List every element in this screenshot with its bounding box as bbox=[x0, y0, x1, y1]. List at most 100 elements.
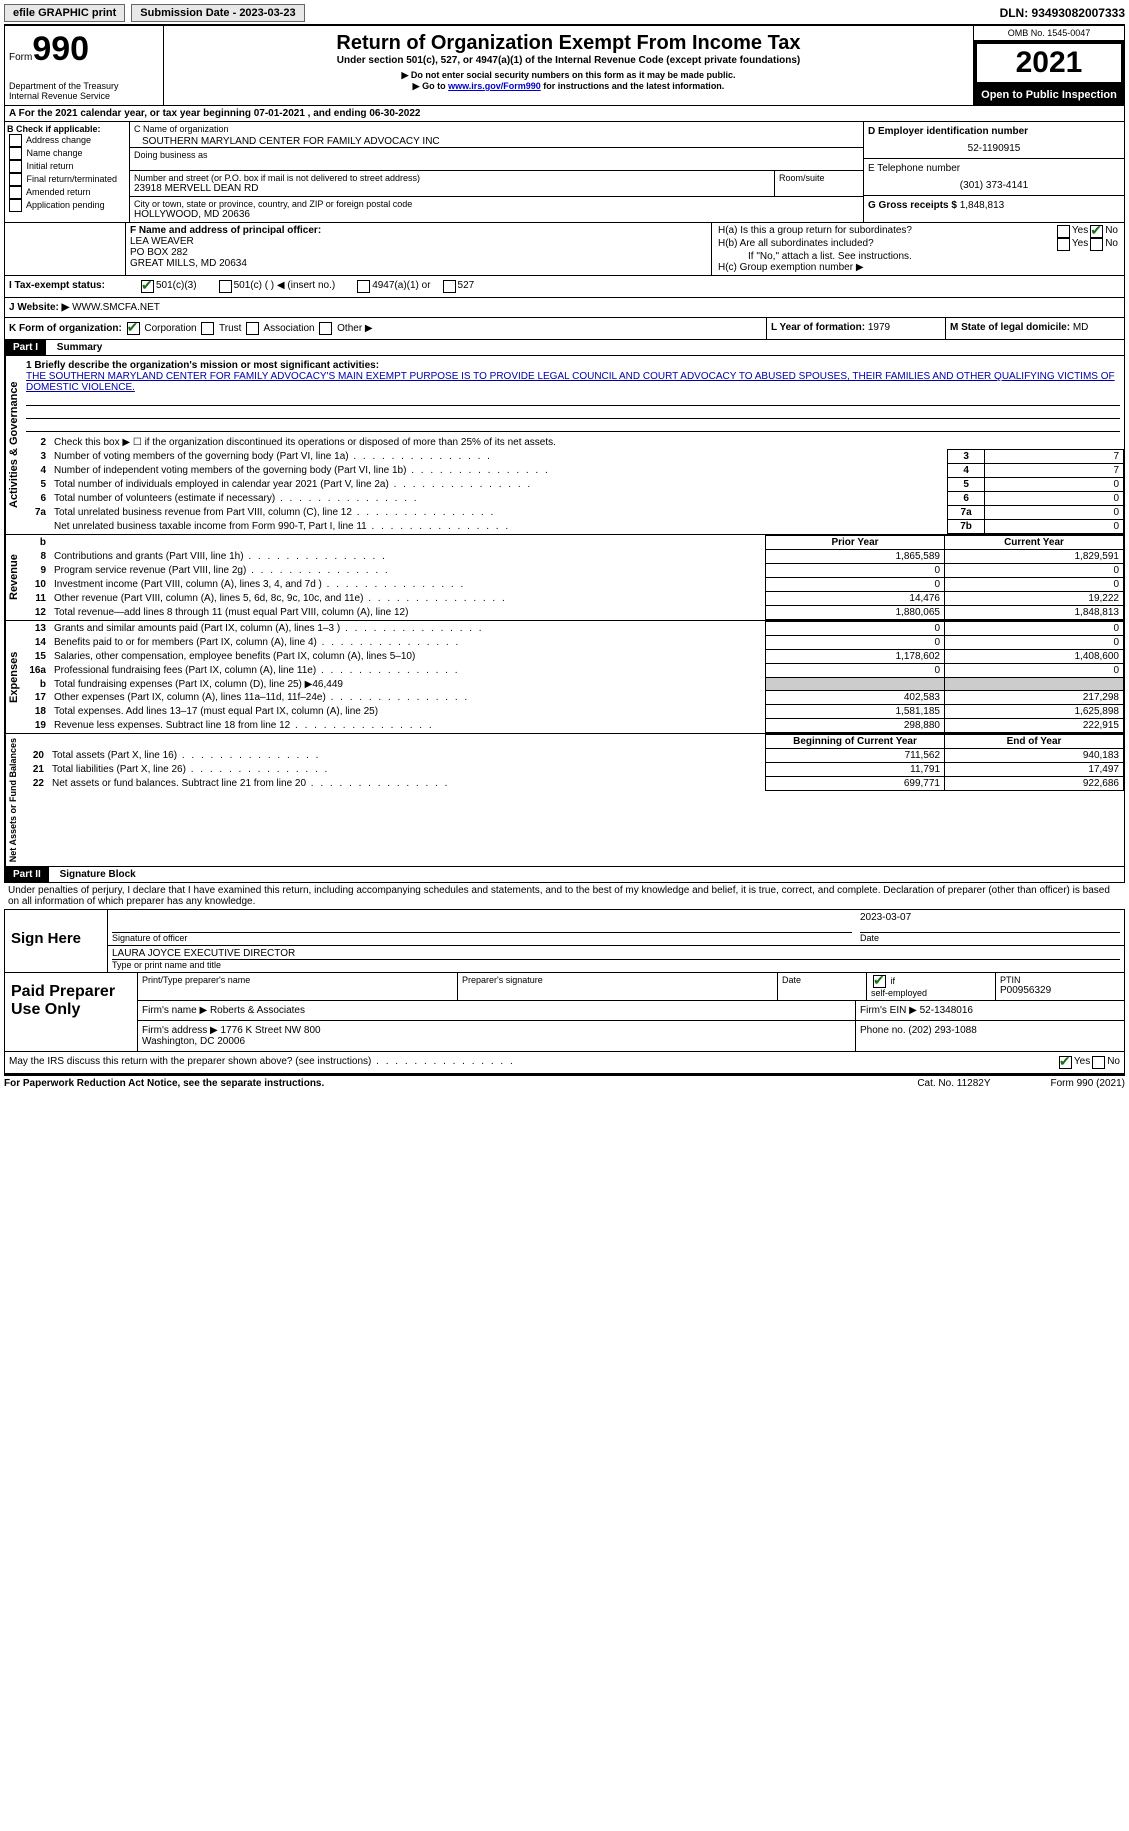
discuss-no[interactable] bbox=[1092, 1056, 1105, 1069]
exp-row: bTotal fundraising expenses (Part IX, co… bbox=[22, 678, 1124, 691]
section-revenue: Revenue bbox=[5, 535, 22, 620]
opt-assoc[interactable] bbox=[246, 322, 259, 335]
box-m: M State of legal domicile: MD bbox=[945, 318, 1124, 339]
col-current: Current Year bbox=[945, 536, 1124, 550]
rev-prior: 14,476 bbox=[766, 592, 945, 606]
opt-pending[interactable]: Application pending bbox=[7, 199, 127, 212]
net-eoy: 922,686 bbox=[945, 777, 1124, 791]
h-a-yes[interactable] bbox=[1057, 225, 1070, 238]
prep-phone: (202) 293-1088 bbox=[908, 1025, 976, 1036]
opt-527[interactable] bbox=[443, 280, 456, 293]
top-bar: efile GRAPHIC print Submission Date - 20… bbox=[4, 4, 1125, 25]
form-subtitle: Under section 501(c), 527, or 4947(a)(1)… bbox=[170, 55, 967, 66]
paid-preparer-label: Paid Preparer Use Only bbox=[5, 973, 137, 1051]
state-domicile: MD bbox=[1073, 322, 1089, 333]
mission-label: 1 Briefly describe the organization's mi… bbox=[26, 360, 1120, 371]
room-label: Room/suite bbox=[774, 171, 863, 196]
gov-row: 5Total number of individuals employed in… bbox=[22, 478, 1124, 492]
exp-row: 13Grants and similar amounts paid (Part … bbox=[22, 622, 1124, 636]
exp-text: Other expenses (Part IX, column (A), lin… bbox=[50, 691, 766, 705]
exp-current: 0 bbox=[945, 664, 1124, 678]
net-boy: 711,562 bbox=[766, 749, 945, 763]
discuss-label: May the IRS discuss this return with the… bbox=[9, 1056, 515, 1069]
rev-text: Total revenue—add lines 8 through 11 (mu… bbox=[50, 606, 766, 620]
gross-value: 1,848,813 bbox=[960, 200, 1005, 211]
exp-row: 18Total expenses. Add lines 13–17 (must … bbox=[22, 705, 1124, 719]
rev-prior: 1,880,065 bbox=[766, 606, 945, 620]
box-l-label: L Year of formation: bbox=[771, 322, 865, 333]
exp-prior: 402,583 bbox=[766, 691, 945, 705]
discuss-yes[interactable] bbox=[1059, 1056, 1072, 1069]
officer-name: LEA WEAVER bbox=[130, 236, 707, 247]
part1-heading: Summary bbox=[49, 342, 103, 353]
opt-527-label: 527 bbox=[458, 280, 475, 293]
box-b: B Check if applicable: Address change Na… bbox=[5, 122, 130, 222]
form-word: Form bbox=[9, 52, 32, 63]
box-l: L Year of formation: 1979 bbox=[766, 318, 945, 339]
form-header: Form 990 Department of the Treasury Inte… bbox=[4, 25, 1125, 106]
self-employed: ifself-employed bbox=[867, 973, 996, 1000]
opt-name[interactable]: Name change bbox=[7, 147, 127, 160]
efile-button[interactable]: efile GRAPHIC print bbox=[4, 4, 125, 22]
ein-label: D Employer identification number bbox=[868, 126, 1120, 137]
opt-4947[interactable] bbox=[357, 280, 370, 293]
section-governance: Activities & Governance bbox=[5, 356, 22, 534]
exp-text: Professional fundraising fees (Part IX, … bbox=[50, 664, 766, 678]
h-b-label: H(b) Are all subordinates included? bbox=[718, 238, 1055, 251]
rev-prior: 1,865,589 bbox=[766, 550, 945, 564]
opt-4947-label: 4947(a)(1) or bbox=[372, 280, 430, 293]
opt-trust-label: Trust bbox=[219, 323, 241, 334]
opt-501c[interactable] bbox=[219, 280, 232, 293]
rev-row: 10Investment income (Part VIII, column (… bbox=[22, 578, 1124, 592]
opt-501c3[interactable] bbox=[141, 280, 154, 293]
part1-badge: Part I bbox=[5, 340, 46, 355]
exp-text: Salaries, other compensation, employee b… bbox=[50, 650, 766, 664]
exp-text: Total fundraising expenses (Part IX, col… bbox=[50, 678, 766, 691]
exp-current: 0 bbox=[945, 622, 1124, 636]
exp-row: 14Benefits paid to or for members (Part … bbox=[22, 636, 1124, 650]
h-a-label: H(a) Is this a group return for subordin… bbox=[718, 225, 1055, 238]
h-a-no[interactable] bbox=[1090, 225, 1103, 238]
form-title: Return of Organization Exempt From Incom… bbox=[170, 32, 967, 55]
ein-value: 52-1190915 bbox=[868, 137, 1120, 154]
opt-other[interactable] bbox=[319, 322, 332, 335]
net-eoy: 17,497 bbox=[945, 763, 1124, 777]
box-d: D Employer identification number 52-1190… bbox=[864, 122, 1124, 159]
col-eoy: End of Year bbox=[945, 735, 1124, 749]
box-g: G Gross receipts $ 1,848,813 bbox=[864, 196, 1124, 215]
opt-final[interactable]: Final return/terminated bbox=[7, 173, 127, 186]
opt-initial[interactable]: Initial return bbox=[7, 160, 127, 173]
h-b-yes[interactable] bbox=[1057, 238, 1070, 251]
website-value: WWW.SMCFA.NET bbox=[72, 302, 160, 313]
exp-prior: 1,178,602 bbox=[766, 650, 945, 664]
exp-current: 1,408,600 bbox=[945, 650, 1124, 664]
mission-text: THE SOUTHERN MARYLAND CENTER FOR FAMILY … bbox=[26, 371, 1120, 393]
prep-phone-label: Phone no. bbox=[860, 1025, 906, 1036]
omb-label: OMB No. 1545-0047 bbox=[974, 26, 1124, 41]
exp-current bbox=[945, 678, 1124, 691]
opt-amended[interactable]: Amended return bbox=[7, 186, 127, 199]
box-i-label: I Tax-exempt status: bbox=[9, 280, 139, 293]
firm-ein: 52-1348016 bbox=[920, 1005, 973, 1016]
irs-link[interactable]: www.irs.gov/Form990 bbox=[448, 81, 541, 91]
net-row: 22Net assets or fund balances. Subtract … bbox=[20, 777, 1124, 791]
rev-text: Program service revenue (Part VIII, line… bbox=[50, 564, 766, 578]
opt-address[interactable]: Address change bbox=[7, 134, 127, 147]
dln-label: DLN: 93493082007333 bbox=[1000, 6, 1125, 20]
phone-label: E Telephone number bbox=[868, 163, 1120, 174]
sig-officer-label: Signature of officer bbox=[112, 933, 852, 943]
rev-row: 12Total revenue—add lines 8 through 11 (… bbox=[22, 606, 1124, 620]
phone-value: (301) 373-4141 bbox=[868, 174, 1120, 191]
name-title-label: Type or print name and title bbox=[112, 960, 1120, 970]
net-text: Total liabilities (Part X, line 26) bbox=[48, 763, 766, 777]
gov-val: 0 bbox=[985, 478, 1124, 492]
opt-trust[interactable] bbox=[201, 322, 214, 335]
opt-corp[interactable] bbox=[127, 322, 140, 335]
gov-text: Total number of volunteers (estimate if … bbox=[50, 492, 948, 506]
box-c: C Name of organization SOUTHERN MARYLAND… bbox=[130, 122, 864, 222]
opt-501c-label: 501(c) ( ) ◀ (insert no.) bbox=[234, 280, 336, 293]
exp-text: Benefits paid to or for members (Part IX… bbox=[50, 636, 766, 650]
h-b-no[interactable] bbox=[1090, 238, 1103, 251]
dept-label: Department of the Treasury Internal Reve… bbox=[9, 81, 159, 101]
submission-date-button[interactable]: Submission Date - 2023-03-23 bbox=[131, 4, 304, 22]
